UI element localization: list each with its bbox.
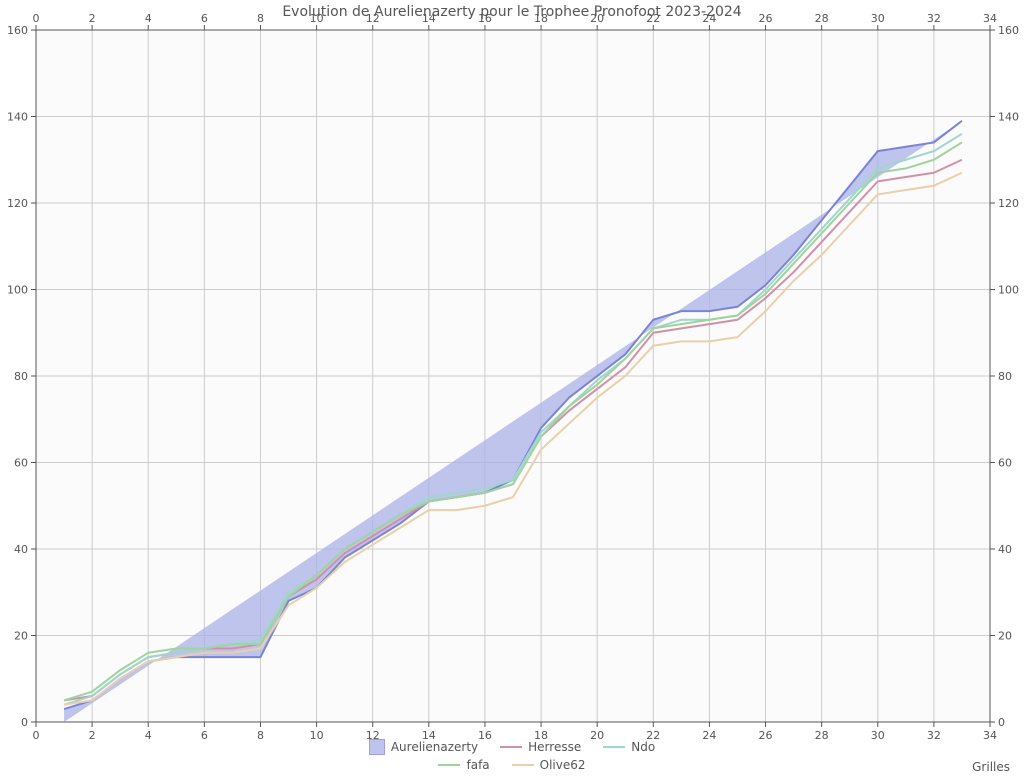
legend-swatch — [500, 746, 522, 748]
legend-item: fafa — [438, 756, 489, 774]
svg-text:32: 32 — [927, 12, 941, 25]
svg-text:20: 20 — [14, 630, 28, 643]
svg-text:80: 80 — [14, 370, 28, 383]
legend-label: Olive62 — [540, 756, 586, 774]
legend-item: Herresse — [500, 738, 581, 756]
svg-text:40: 40 — [14, 543, 28, 556]
svg-text:14: 14 — [422, 12, 436, 25]
svg-text:140: 140 — [7, 111, 28, 124]
svg-text:6: 6 — [201, 12, 208, 25]
svg-text:80: 80 — [998, 370, 1012, 383]
svg-text:28: 28 — [815, 12, 829, 25]
legend-item: Ndo — [603, 738, 655, 756]
chart-container: Evolution de Aurelienazerty pour le Trop… — [0, 0, 1024, 780]
legend-row: Aurelienazerty Herresse Ndo — [369, 738, 655, 756]
legend-item: Olive62 — [512, 756, 586, 774]
svg-text:30: 30 — [871, 12, 885, 25]
svg-text:16: 16 — [478, 12, 492, 25]
svg-text:20: 20 — [590, 12, 604, 25]
legend-row: fafa Olive62 — [438, 756, 585, 774]
svg-text:34: 34 — [983, 12, 997, 25]
svg-text:60: 60 — [998, 457, 1012, 470]
chart-svg: 0022446688101012121414161618182020222224… — [0, 0, 1024, 780]
chart-legend: Aurelienazerty Herresse Ndo fafa Olive62 — [0, 738, 1024, 774]
svg-text:140: 140 — [998, 111, 1019, 124]
svg-text:22: 22 — [646, 12, 660, 25]
legend-item: Aurelienazerty — [369, 738, 478, 756]
svg-text:24: 24 — [702, 12, 716, 25]
svg-text:4: 4 — [145, 12, 152, 25]
svg-text:120: 120 — [7, 197, 28, 210]
legend-swatch — [512, 764, 534, 766]
svg-text:20: 20 — [998, 630, 1012, 643]
svg-text:0: 0 — [998, 716, 1005, 729]
svg-text:160: 160 — [7, 24, 28, 37]
legend-label: Aurelienazerty — [391, 738, 478, 756]
svg-text:100: 100 — [998, 284, 1019, 297]
svg-text:10: 10 — [310, 12, 324, 25]
svg-text:160: 160 — [998, 24, 1019, 37]
svg-text:60: 60 — [14, 457, 28, 470]
svg-text:26: 26 — [759, 12, 773, 25]
svg-text:40: 40 — [998, 543, 1012, 556]
svg-text:120: 120 — [998, 197, 1019, 210]
legend-label: fafa — [466, 756, 489, 774]
svg-text:18: 18 — [534, 12, 548, 25]
svg-text:2: 2 — [89, 12, 96, 25]
svg-text:12: 12 — [366, 12, 380, 25]
svg-text:0: 0 — [21, 716, 28, 729]
legend-swatch — [603, 746, 625, 748]
svg-text:0: 0 — [33, 12, 40, 25]
svg-text:8: 8 — [257, 12, 264, 25]
legend-label: Ndo — [631, 738, 655, 756]
svg-text:100: 100 — [7, 284, 28, 297]
legend-swatch — [438, 764, 460, 766]
x-axis-label: Grilles — [972, 760, 1010, 774]
legend-label: Herresse — [528, 738, 581, 756]
legend-swatch — [369, 739, 385, 755]
